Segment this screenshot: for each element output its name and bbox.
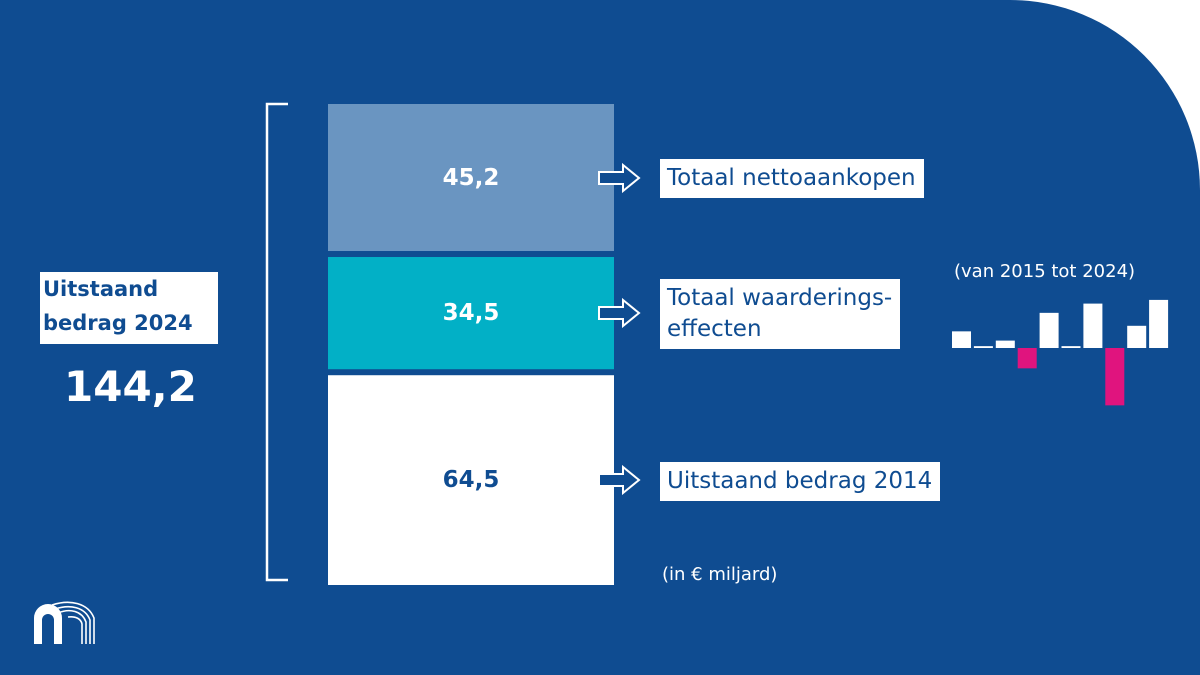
mini-bar-2024 — [1149, 299, 1169, 348]
total-label-box: Uitstaand bedrag 2024 — [40, 272, 218, 344]
outline-right-arrow-icon — [598, 162, 641, 193]
mini-bar-2015 — [952, 331, 971, 348]
outline-right-arrow-icon — [598, 465, 641, 496]
left-bracket-icon — [265, 102, 288, 582]
segment-2014-description: Uitstaand bedrag 2014 — [660, 461, 940, 501]
mini-chart-title: (van 2015 tot 2024) — [954, 261, 1136, 282]
mini-bar-2018 — [1017, 348, 1037, 369]
mini-bar-2020 — [1061, 346, 1081, 348]
mini-bar-2021 — [1083, 303, 1103, 348]
mini-bar-2016 — [973, 346, 993, 348]
total-value: 144,2 — [64, 362, 197, 411]
unit-note: (in € miljard) — [662, 564, 778, 585]
mini-bar-2017 — [995, 340, 1015, 348]
outline-right-arrow-icon — [598, 298, 641, 329]
mini-bar-2023 — [1127, 325, 1147, 348]
mini-bar-2022 — [1105, 348, 1125, 406]
total-label: Uitstaand bedrag 2024 — [43, 277, 193, 335]
segment-valuation-value: 34,5 — [442, 300, 500, 327]
nationale-bank-logo-icon — [34, 601, 95, 644]
segment-net-purchases-value: 45,2 — [442, 164, 500, 191]
segment-valuation-description: Totaal waarderings- effecten — [660, 279, 900, 350]
mini-bar-chart — [952, 299, 1169, 406]
segment-net-purchases-description: Totaal nettoaankopen — [660, 159, 924, 198]
mini-bar-2019 — [1039, 312, 1059, 348]
segment-2014-value: 64,5 — [442, 467, 500, 494]
